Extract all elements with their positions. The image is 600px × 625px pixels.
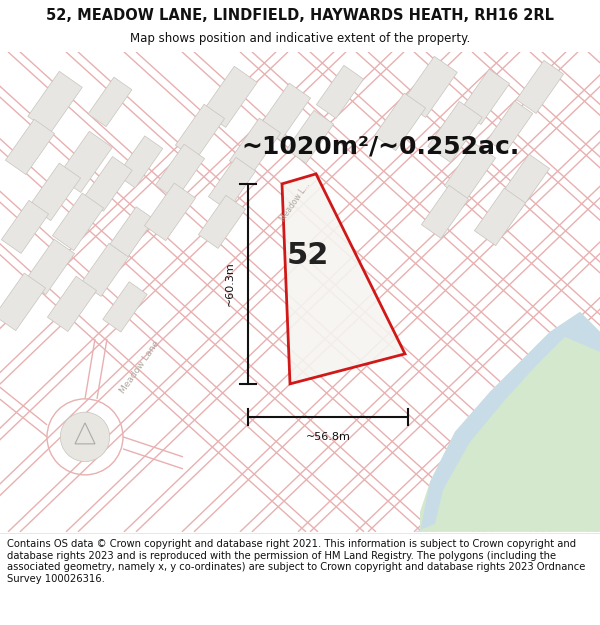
Polygon shape [374,93,425,151]
Polygon shape [145,183,196,241]
Polygon shape [395,312,600,532]
Polygon shape [403,56,457,118]
Polygon shape [229,118,281,176]
Polygon shape [0,273,46,331]
Polygon shape [47,276,97,331]
Polygon shape [203,66,257,128]
Text: 52, MEADOW LANE, LINDFIELD, HAYWARDS HEATH, RH16 2RL: 52, MEADOW LANE, LINDFIELD, HAYWARDS HEA… [46,8,554,23]
Polygon shape [421,186,469,238]
Text: ~60.3m: ~60.3m [225,261,235,306]
Text: ~1020m²/~0.252ac.: ~1020m²/~0.252ac. [241,135,519,159]
Text: 52: 52 [287,241,329,271]
Polygon shape [29,163,80,221]
Polygon shape [175,104,224,159]
Polygon shape [286,111,334,163]
Polygon shape [517,61,563,113]
Polygon shape [316,66,364,118]
Polygon shape [84,156,132,211]
Polygon shape [117,136,163,188]
Polygon shape [445,143,496,201]
Polygon shape [199,196,245,248]
Text: Meadow Lane: Meadow Lane [118,339,161,395]
Polygon shape [52,193,104,251]
Polygon shape [82,243,128,296]
Polygon shape [259,83,311,141]
Text: Contains OS data © Crown copyright and database right 2021. This information is : Contains OS data © Crown copyright and d… [7,539,586,584]
Text: Meadow L...: Meadow L... [278,181,312,223]
Polygon shape [88,77,132,127]
Polygon shape [1,201,49,253]
Polygon shape [28,71,82,132]
Polygon shape [428,101,482,162]
Polygon shape [460,69,509,124]
Circle shape [60,412,110,462]
Text: ~56.8m: ~56.8m [305,432,350,442]
Polygon shape [500,154,550,209]
Polygon shape [282,174,405,384]
Polygon shape [103,282,147,332]
Polygon shape [110,207,154,257]
Polygon shape [25,239,74,294]
Polygon shape [475,188,526,246]
Polygon shape [155,144,205,199]
Polygon shape [420,312,600,532]
Polygon shape [208,158,256,211]
Polygon shape [58,131,112,192]
Text: Map shows position and indicative extent of the property.: Map shows position and indicative extent… [130,32,470,45]
Polygon shape [5,119,55,174]
Polygon shape [487,101,533,153]
